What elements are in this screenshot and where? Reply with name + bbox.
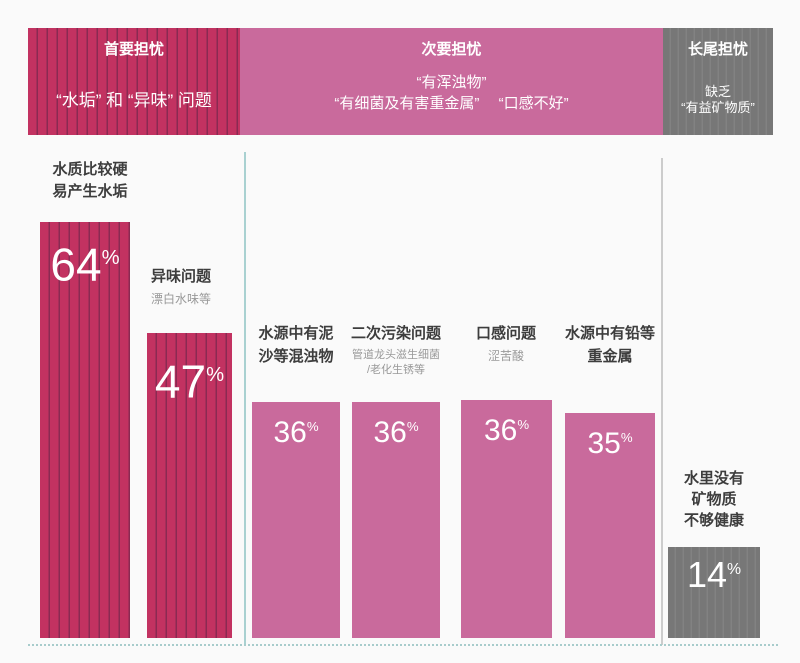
bar-secondary-pollution: 36% [352, 402, 440, 638]
label-secondary-pollution-sub1: 管道龙头滋生细菌 [352, 349, 440, 361]
label-no-minerals-line1: 水里没有 [683, 470, 744, 487]
bar-no-minerals-value: 14% [668, 547, 760, 594]
percent-sign: % [517, 417, 530, 432]
bar-taste-number: 36 [483, 414, 518, 447]
header-subtitle-secondary: “有浑浊物” “有细菌及有害重金属” “口感不好” [240, 72, 663, 114]
label-hard-water-line1: 水质比较硬 [52, 161, 128, 178]
label-secondary-pollution-sub2: /老化生锈等 [366, 364, 426, 376]
bar-sediment: 36% [252, 402, 340, 638]
divider-secondary-longtail [661, 158, 663, 645]
label-secondary-pollution-title: 二次污染问题 [350, 325, 441, 342]
header-subtitle-secondary-line1: “有浑浊物” [416, 74, 487, 91]
label-taste: 口感问题 涩苦酸 [450, 322, 562, 364]
header-title-longtail: 长尾担忧 [687, 41, 748, 58]
header-subtitle-primary: “水垢” 和 “异味” 问题 [56, 91, 212, 110]
label-secondary-pollution-sub: 管道龙头滋生细菌 /老化生锈等 [340, 348, 452, 378]
label-taste-title: 口感问题 [475, 325, 536, 342]
label-no-minerals-line3: 不够健康 [683, 512, 744, 529]
header-title-secondary: 次要担忧 [421, 41, 482, 58]
label-sediment: 水源中有泥 沙等混浊物 [240, 322, 352, 368]
percent-sign: % [206, 364, 225, 386]
bar-heavy-metal-number: 35 [587, 427, 621, 460]
bar-no-minerals: 14% [668, 547, 760, 638]
header-title-primary: 首要担忧 [103, 41, 164, 58]
bar-no-minerals-number: 14 [686, 554, 727, 595]
label-secondary-pollution: 二次污染问题 管道龙头滋生细菌 /老化生锈等 [340, 322, 452, 378]
percent-sign: % [726, 561, 742, 578]
label-sediment-line1: 水源中有泥 [258, 325, 334, 342]
bar-odor-value: 47% [147, 333, 232, 405]
bar-odor-number: 47 [154, 355, 207, 408]
chart-baseline [28, 644, 778, 646]
header-section-longtail: 长尾担忧 缺乏 “有益矿物质” [663, 28, 773, 135]
percent-sign: % [406, 419, 419, 434]
header-subtitle-secondary-line2: “有细菌及有害重金属” “口感不好” [334, 95, 569, 112]
percent-sign: % [101, 247, 120, 269]
bar-hard-water-value: 64% [40, 222, 130, 288]
label-no-minerals-line2: 矿物质 [691, 491, 737, 508]
bar-hard-water: 64% [40, 222, 130, 638]
label-hard-water-line2: 易产生水垢 [52, 183, 128, 200]
label-odor-sub: 漂白水味等 [151, 292, 212, 306]
label-sediment-line2: 沙等混浊物 [258, 348, 334, 365]
percent-sign: % [306, 419, 319, 434]
bar-heavy-metal: 35% [565, 413, 655, 638]
label-heavy-metal-line1: 水源中有铅等 [564, 325, 655, 342]
bar-sediment-value: 36% [252, 402, 340, 450]
percent-sign: % [620, 430, 633, 445]
bar-taste-value: 36% [461, 400, 552, 448]
header-section-secondary: 次要担忧 “有浑浊物” “有细菌及有害重金属” “口感不好” [240, 28, 663, 135]
label-hard-water: 水质比较硬 易产生水垢 [34, 159, 146, 203]
bar-hard-water-number: 64 [50, 238, 102, 291]
bar-secondary-pollution-number: 36 [373, 416, 407, 449]
label-no-minerals: 水里没有 矿物质 不够健康 [658, 468, 770, 531]
label-taste-sub: 涩苦酸 [487, 349, 524, 363]
divider-primary-secondary [244, 152, 246, 645]
label-heavy-metal: 水源中有铅等 重金属 [554, 322, 666, 368]
bar-heavy-metal-value: 35% [565, 413, 655, 461]
header-subtitle-longtail-line2: “有益矿物质” [681, 100, 755, 115]
bar-taste: 36% [461, 400, 552, 638]
header-subtitle-longtail: 缺乏 “有益矿物质” [663, 84, 773, 116]
label-odor-title: 异味问题 [151, 268, 212, 285]
header-subtitle-longtail-line1: 缺乏 [704, 84, 731, 99]
bar-secondary-pollution-value: 36% [352, 402, 440, 450]
header-section-primary: 首要担忧 “水垢” 和 “异味” 问题 [28, 28, 240, 135]
bar-odor: 47% [147, 333, 232, 638]
label-odor: 异味问题 漂白水味等 [151, 266, 241, 307]
bar-sediment-number: 36 [273, 416, 307, 449]
label-heavy-metal-line2: 重金属 [587, 348, 633, 365]
